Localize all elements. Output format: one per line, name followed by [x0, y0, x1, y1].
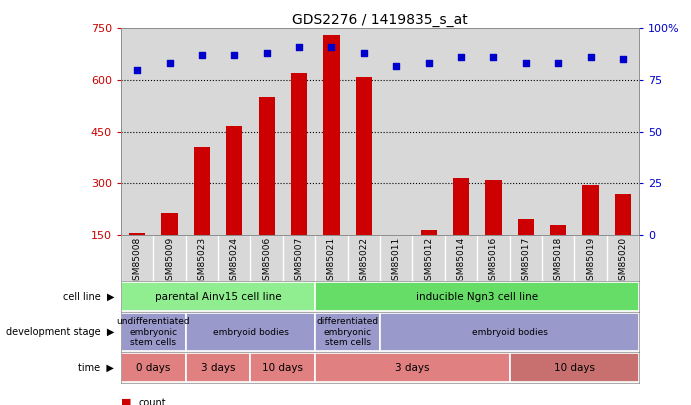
Bar	[251, 353, 315, 382]
Text: GSM85007: GSM85007	[294, 237, 303, 286]
Text: GSM85024: GSM85024	[230, 237, 239, 286]
Point	[455, 54, 466, 60]
Text: GSM85017: GSM85017	[521, 237, 530, 286]
Text: GSM85016: GSM85016	[489, 237, 498, 286]
Text: GSM85021: GSM85021	[327, 237, 336, 286]
Bar	[485, 180, 502, 235]
Bar	[186, 353, 250, 382]
Bar	[510, 353, 639, 382]
Bar	[291, 73, 307, 235]
Point	[423, 60, 434, 67]
Bar	[356, 77, 372, 235]
Text: parental Ainv15 cell line: parental Ainv15 cell line	[155, 292, 281, 302]
Bar	[258, 97, 275, 235]
Bar	[615, 194, 631, 235]
Text: GSM85018: GSM85018	[553, 237, 562, 286]
Point	[229, 52, 240, 58]
Point	[131, 66, 142, 73]
Bar	[388, 235, 404, 237]
Bar	[193, 147, 210, 235]
Text: GSM85011: GSM85011	[392, 237, 401, 286]
Bar	[226, 126, 243, 235]
Bar	[315, 313, 380, 351]
Point	[390, 62, 401, 69]
Bar	[121, 282, 315, 311]
Text: inducible Ngn3 cell line: inducible Ngn3 cell line	[416, 292, 538, 302]
Bar	[315, 282, 639, 311]
Bar	[121, 313, 186, 351]
Point	[618, 56, 629, 63]
Point	[488, 54, 499, 60]
Title: GDS2276 / 1419835_s_at: GDS2276 / 1419835_s_at	[292, 13, 468, 27]
Text: development stage  ▶: development stage ▶	[6, 327, 114, 337]
Point	[520, 60, 531, 67]
Text: GSM85006: GSM85006	[262, 237, 271, 286]
Text: GSM85020: GSM85020	[618, 237, 627, 286]
Text: ■: ■	[121, 398, 131, 405]
Point	[261, 50, 272, 56]
Point	[553, 60, 564, 67]
Text: 10 days: 10 days	[554, 362, 595, 373]
Bar	[186, 313, 315, 351]
Bar	[162, 213, 178, 235]
Bar	[129, 233, 145, 235]
Text: cell line  ▶: cell line ▶	[62, 292, 114, 302]
Text: count: count	[138, 398, 166, 405]
Text: 0 days: 0 days	[136, 362, 171, 373]
Text: 3 days: 3 days	[395, 362, 430, 373]
Text: GSM85022: GSM85022	[359, 237, 368, 286]
Point	[326, 44, 337, 50]
Text: GSM85014: GSM85014	[457, 237, 466, 286]
Bar	[380, 313, 639, 351]
Bar	[323, 35, 339, 235]
Bar	[421, 230, 437, 235]
Text: differentiated
embryonic
stem cells: differentiated embryonic stem cells	[316, 317, 379, 347]
Text: GSM85012: GSM85012	[424, 237, 433, 286]
Text: GSM85023: GSM85023	[198, 237, 207, 286]
Bar	[315, 353, 510, 382]
Text: GSM85008: GSM85008	[133, 237, 142, 286]
Bar	[453, 178, 469, 235]
Bar	[583, 185, 598, 235]
Text: 3 days: 3 days	[201, 362, 236, 373]
Bar	[550, 224, 567, 235]
Text: embryoid bodies: embryoid bodies	[472, 328, 547, 337]
Point	[196, 52, 207, 58]
Text: time  ▶: time ▶	[78, 362, 114, 373]
Bar	[121, 353, 186, 382]
Bar	[518, 220, 534, 235]
Point	[359, 50, 370, 56]
Text: embryoid bodies: embryoid bodies	[213, 328, 288, 337]
Text: undifferentiated
embryonic
stem cells: undifferentiated embryonic stem cells	[117, 317, 190, 347]
Point	[294, 44, 305, 50]
Text: GSM85019: GSM85019	[586, 237, 595, 286]
Text: GSM85009: GSM85009	[165, 237, 174, 286]
Point	[164, 60, 175, 67]
Point	[585, 54, 596, 60]
Text: 10 days: 10 days	[263, 362, 303, 373]
